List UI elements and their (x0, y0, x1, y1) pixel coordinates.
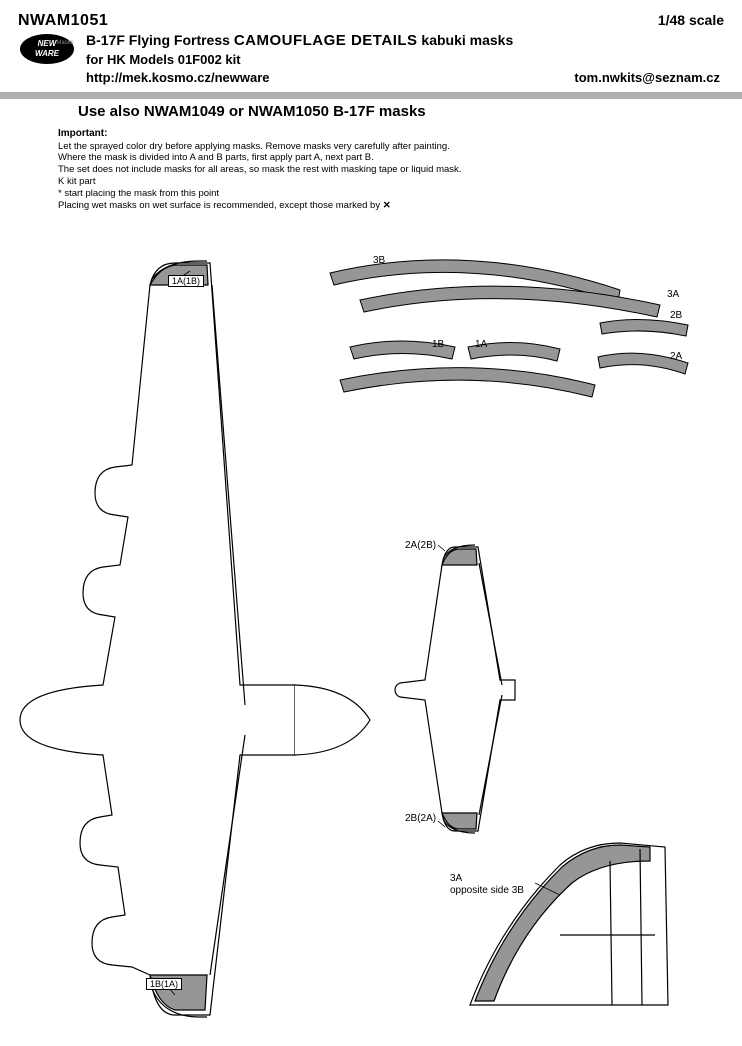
label-strip-3b: 3B (373, 255, 385, 266)
tailplane (395, 545, 515, 833)
label-strip-2b: 2B (670, 310, 682, 321)
title-prefix: B-17F Flying Fortress (86, 32, 230, 48)
instruction-line: Where the mask is divided into A and B p… (58, 152, 724, 164)
svg-text:NEW: NEW (38, 39, 58, 48)
title-suffix: kabuki masks (421, 32, 513, 48)
vertical-fin (470, 843, 668, 1005)
scale-label: 1/48 scale (658, 12, 724, 28)
label-fin-b: opposite side 3B (450, 885, 524, 896)
label-wing-bottom: 1B(1A) (146, 978, 182, 990)
instruction-text: Placing wet masks on wet surface is reco… (58, 200, 383, 211)
instruction-line: K kit part (58, 176, 724, 188)
header-divider (0, 92, 742, 99)
diagram-svg (0, 235, 742, 1041)
mask-strips (330, 260, 688, 397)
label-tailplane-bottom: 2B(2A) (405, 813, 436, 824)
svg-text:WARE: WARE (35, 49, 60, 58)
label-strip-2a: 2A (670, 351, 682, 362)
instruction-line: Placing wet masks on wet surface is reco… (58, 200, 724, 212)
main-wing (20, 261, 370, 1017)
instructions-block: Important: Let the sprayed color dry bef… (0, 120, 742, 212)
instruction-line: Let the sprayed color dry before applyin… (58, 141, 724, 153)
svg-text:Masks: Masks (56, 40, 73, 46)
product-sku: NWAM1051 (18, 12, 108, 30)
cross-reference: Use also NWAM1049 or NWAM1050 B-17F mask… (0, 99, 742, 120)
kit-reference: for HK Models 01F002 kit (86, 52, 724, 67)
no-wet-icon: ✕ (383, 200, 391, 211)
product-title: B-17F Flying Fortress CAMOUFLAGE DETAILS… (86, 32, 724, 49)
contact-email: tom.nwkits@seznam.cz (574, 70, 720, 85)
title-camo: CAMOUFLAGE DETAILS (234, 32, 418, 49)
important-heading: Important: (58, 128, 724, 141)
label-strip-1a: 1A (475, 339, 487, 350)
instruction-line: * start placing the mask from this point (58, 188, 724, 200)
label-strip-1b: 1B (432, 339, 444, 350)
brand-logo: NEW WARE Masks (18, 32, 76, 66)
label-wing-top: 1A(1B) (168, 275, 204, 287)
label-strip-3a: 3A (667, 289, 679, 300)
diagram-area: 1A(1B) 1B(1A) 2A(2B) 2B(2A) 3A opposite … (0, 235, 742, 1041)
label-tailplane-top: 2A(2B) (405, 540, 436, 551)
website-url: http://mek.kosmo.cz/newware (86, 70, 270, 85)
label-fin-a: 3A (450, 873, 462, 884)
instruction-line: The set does not include masks for all a… (58, 164, 724, 176)
